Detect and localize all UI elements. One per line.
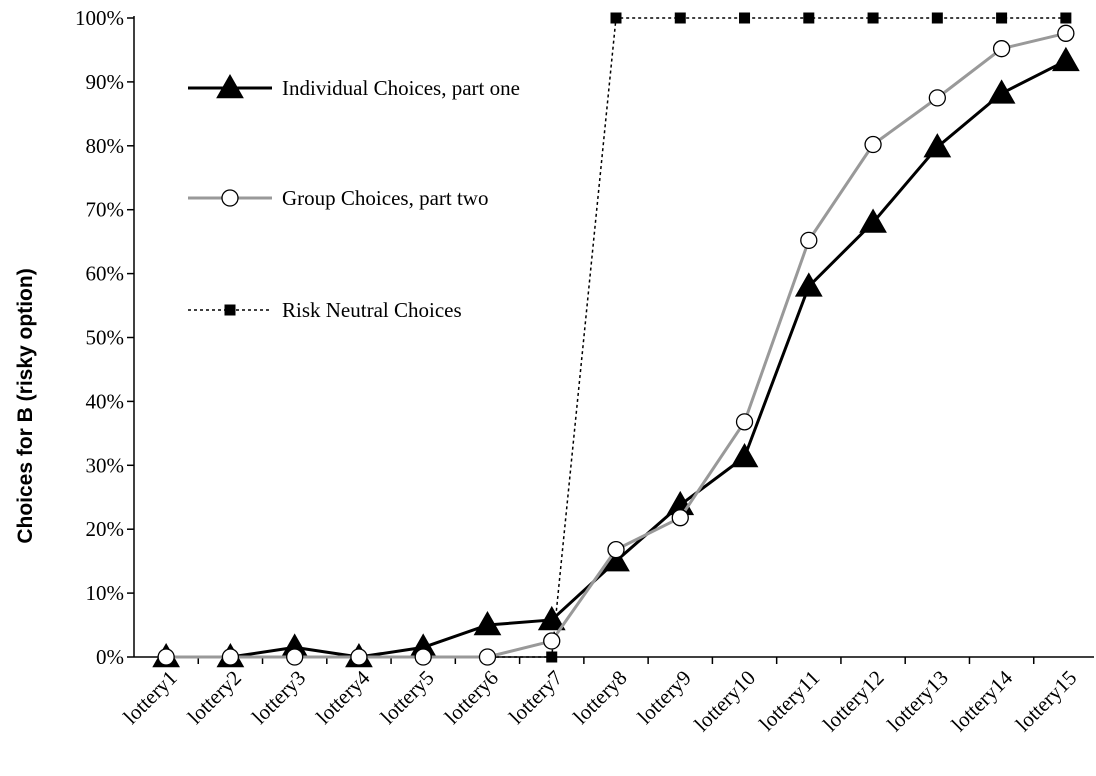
legend-marker — [224, 304, 236, 316]
data-point — [931, 12, 943, 24]
x-tick-label: lottery4 — [311, 665, 375, 729]
data-point — [350, 648, 368, 666]
data-point — [543, 632, 561, 650]
legend-label: Risk Neutral Choices — [282, 298, 462, 322]
legend-marker — [221, 189, 239, 207]
data-point — [1060, 12, 1072, 24]
data-point — [864, 135, 882, 154]
x-tick-label: lottery2 — [183, 666, 246, 729]
y-tick-label: 0% — [96, 645, 124, 669]
series-layer — [152, 12, 1080, 668]
y-tick-label: 60% — [86, 262, 125, 286]
data-point — [923, 133, 952, 158]
axes: 0% 10% 20% 30% 40% 50% 60% 70% 80% 90% 100% lottery… — [75, 6, 1094, 736]
series-group-choices-part-two — [157, 24, 1075, 666]
legend-label: Group Choices, part two — [282, 186, 488, 210]
data-point — [928, 89, 946, 107]
data-point — [987, 79, 1016, 104]
data-point — [800, 231, 818, 250]
legend-label: Individual Choices, part one — [282, 76, 520, 100]
y-tick-label: 10% — [86, 581, 125, 605]
y-tick-label: 40% — [86, 389, 125, 413]
data-point — [610, 12, 622, 24]
x-tick-label: lottery14 — [947, 665, 1018, 736]
data-point — [730, 442, 759, 468]
legend: Individual Choices, part one Group Choice… — [188, 73, 520, 322]
data-point — [286, 648, 304, 666]
data-point — [221, 648, 240, 666]
legend-item-risk-neutral-choices: Risk Neutral Choices — [188, 298, 462, 322]
y-tick-label: 90% — [86, 70, 125, 94]
data-point — [546, 651, 558, 663]
y-tick-label: 20% — [86, 517, 125, 541]
x-tick-label: lottery12 — [818, 666, 889, 737]
data-point — [157, 648, 175, 666]
data-point — [739, 12, 751, 24]
y-axis-title: Choices for B (risky option) — [14, 268, 37, 543]
data-point — [537, 605, 566, 631]
x-tick-label: lottery6 — [440, 666, 503, 729]
legend-item-group-choices-part-two: Group Choices, part two — [188, 186, 488, 210]
y-tick-label: 70% — [86, 198, 125, 222]
data-point — [735, 413, 754, 431]
data-point — [992, 40, 1011, 58]
legend-item-individual-choices-part-one: Individual Choices, part one — [188, 73, 520, 100]
data-point — [674, 12, 686, 24]
data-point — [473, 611, 502, 636]
data-point — [803, 12, 815, 24]
data-point — [671, 509, 689, 527]
y-tick-label: 50% — [86, 326, 125, 350]
x-tick-label: lottery7 — [504, 666, 567, 729]
y-tick-label: 100% — [75, 6, 124, 30]
data-point — [607, 540, 625, 559]
x-tick-label: lottery15 — [1011, 666, 1082, 737]
data-point — [859, 208, 887, 233]
y-tick-label: 80% — [86, 134, 125, 158]
data-point — [794, 272, 823, 297]
data-point — [996, 12, 1008, 24]
x-tick-label: lottery3 — [247, 666, 310, 729]
x-tick-label: lottery8 — [568, 666, 631, 729]
x-tick-label: lottery5 — [376, 666, 439, 729]
data-point — [867, 12, 879, 24]
x-tick-label: lottery11 — [754, 666, 824, 736]
x-tick-label: lottery13 — [882, 666, 953, 737]
x-tick-label: lottery1 — [119, 666, 182, 729]
data-point — [478, 648, 497, 666]
x-tick-label: lottery10 — [689, 666, 760, 737]
data-point — [1052, 46, 1080, 72]
data-point — [414, 648, 432, 666]
y-tick-label: 30% — [86, 453, 125, 477]
data-point — [1057, 24, 1075, 42]
legend-marker — [216, 73, 244, 99]
series-individual-choices-part-one — [152, 46, 1080, 668]
x-tick-label: lottery9 — [633, 666, 696, 729]
